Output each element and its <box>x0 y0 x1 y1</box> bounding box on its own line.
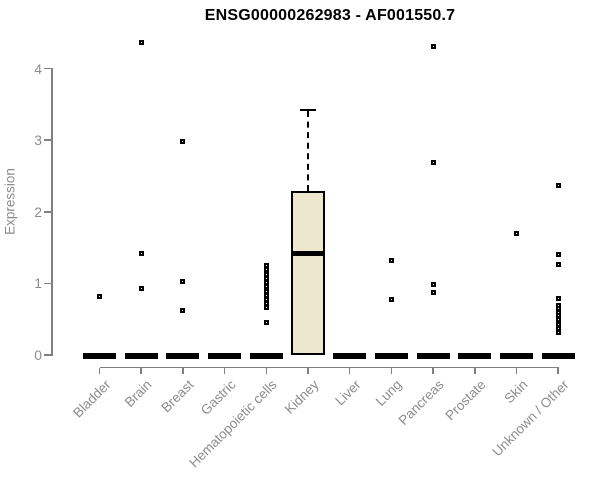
x-tick-label: Gastric <box>197 377 239 418</box>
outlier-point <box>263 288 269 294</box>
x-tick <box>223 367 226 374</box>
y-tick <box>44 139 51 141</box>
zero-median-bar <box>458 352 492 359</box>
outlier-point <box>263 284 269 290</box>
x-tick <box>307 367 309 374</box>
x-tick <box>182 367 184 374</box>
zero-median-bar <box>83 352 116 359</box>
zero-median-bar <box>541 352 575 359</box>
x-tick-label: Brain <box>121 377 155 410</box>
zero-median-bar <box>166 352 200 359</box>
outlier-point <box>430 290 436 296</box>
outlier-point <box>263 262 269 268</box>
whisker-cap <box>300 108 316 112</box>
x-tick-label: Liver <box>331 377 364 409</box>
x-tick-label: Prostate <box>442 377 489 424</box>
y-tick <box>44 211 51 213</box>
x-tick-label: Breast <box>158 377 197 416</box>
outlier-point <box>430 159 436 165</box>
outlier-point <box>388 297 394 303</box>
x-tick-label: Kidney <box>281 377 322 417</box>
x-tick <box>557 367 559 374</box>
x-tick-label: Lung <box>373 377 405 409</box>
outlier-point <box>263 293 269 299</box>
y-tick <box>44 354 51 356</box>
zero-median-bar <box>333 352 367 359</box>
x-tick-label: Unknown / Other <box>489 377 572 460</box>
outlier-point <box>263 300 269 306</box>
box <box>291 190 325 355</box>
outlier-point <box>263 267 269 273</box>
x-tick <box>98 367 101 374</box>
outlier-point <box>138 250 144 256</box>
zero-median-bar <box>500 352 533 359</box>
x-tick <box>474 367 476 374</box>
y-tick <box>44 282 51 285</box>
outlier-point <box>555 183 561 189</box>
x-axis-line <box>99 366 560 368</box>
y-tick <box>44 67 51 70</box>
x-tick-label: Pancreas <box>395 377 447 428</box>
outlier-point <box>555 252 561 258</box>
y-axis-line <box>51 68 53 356</box>
outlier-point <box>263 280 269 286</box>
outlier-point <box>430 43 436 49</box>
y-axis-label: Expression <box>2 168 18 235</box>
outlier-point <box>180 278 186 284</box>
outlier-point <box>514 231 519 237</box>
x-tick-label: Bladder <box>69 377 114 421</box>
outlier-point <box>555 262 561 268</box>
x-tick <box>140 367 142 374</box>
zero-median-bar <box>208 352 242 359</box>
outlier-point <box>263 305 269 311</box>
x-tick <box>265 367 268 374</box>
outlier-point <box>388 257 394 263</box>
x-tick <box>432 367 434 374</box>
x-tick <box>390 367 393 374</box>
zero-median-bar <box>374 352 408 359</box>
outlier-point <box>555 330 561 336</box>
y-tick-label: 4 <box>34 60 42 77</box>
outlier-point <box>555 295 561 301</box>
y-tick-label: 0 <box>34 347 42 363</box>
x-tick <box>515 367 518 374</box>
outlier-point <box>263 320 269 326</box>
outlier-point <box>97 293 102 299</box>
y-tick-label: 2 <box>34 203 42 220</box>
outlier-point <box>138 285 144 291</box>
outlier-point <box>263 275 269 281</box>
outlier-point <box>138 40 144 46</box>
y-tick-label: 3 <box>34 132 42 149</box>
chart-title: ENSG00000262983 - AF001550.7 <box>204 7 456 24</box>
y-tick-label: 1 <box>34 275 42 292</box>
outlier-point <box>555 325 561 331</box>
x-tick-label: Skin <box>500 377 531 407</box>
whisker-line <box>307 110 309 191</box>
median-line <box>291 250 325 256</box>
zero-median-bar <box>249 352 283 359</box>
outlier-point <box>180 308 186 314</box>
outlier-point <box>180 139 186 145</box>
zero-median-bar <box>124 352 158 359</box>
zero-median-bar <box>416 352 450 359</box>
outlier-point <box>430 282 436 288</box>
x-tick <box>348 367 351 374</box>
outlier-point <box>263 271 269 277</box>
